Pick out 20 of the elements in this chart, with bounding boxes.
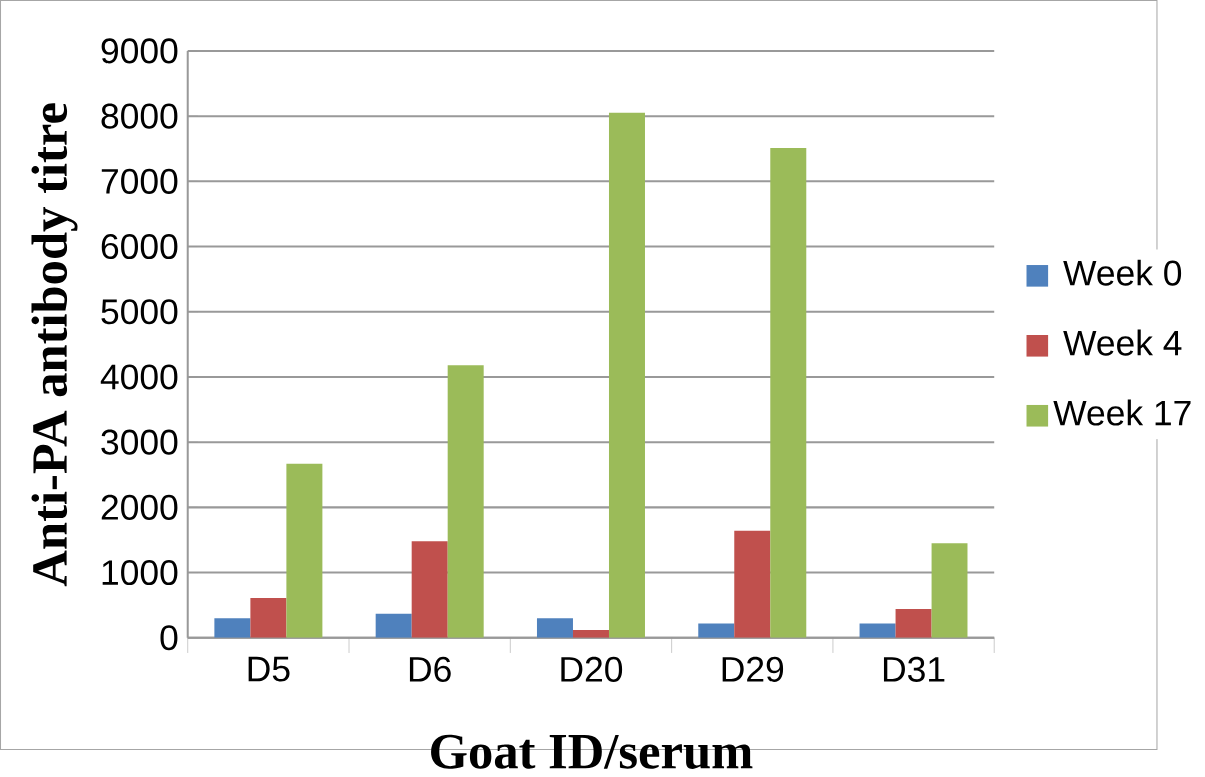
legend-label: Week 0 [1063, 259, 1182, 286]
y-tick-label: 8000 [101, 103, 178, 129]
y-axis-title: Anti-PA antibody titre [31, 103, 78, 587]
legend-label: Week 4 [1063, 329, 1182, 356]
x-tick-label: D29 [722, 656, 784, 682]
x-tick-label: D31 [883, 656, 945, 682]
y-tick-label: 6000 [101, 233, 178, 259]
y-tick-label: 3000 [101, 429, 178, 455]
x-tick-label: D6 [409, 656, 451, 682]
x-tick-label: D5 [248, 656, 290, 682]
x-axis-title: Goat ID/serum [431, 734, 753, 769]
y-tick-label: 2000 [101, 494, 178, 520]
y-tick-label: 9000 [101, 38, 178, 64]
x-tick-label: D20 [561, 656, 623, 682]
legend-label: Week 17 [1053, 399, 1191, 426]
y-tick-label: 7000 [101, 168, 178, 194]
y-tick-label: 1000 [102, 559, 178, 585]
y-tick-label: 4000 [100, 364, 178, 390]
y-tick-label: 5000 [101, 299, 178, 325]
y-tick-label: 0 [160, 625, 178, 651]
